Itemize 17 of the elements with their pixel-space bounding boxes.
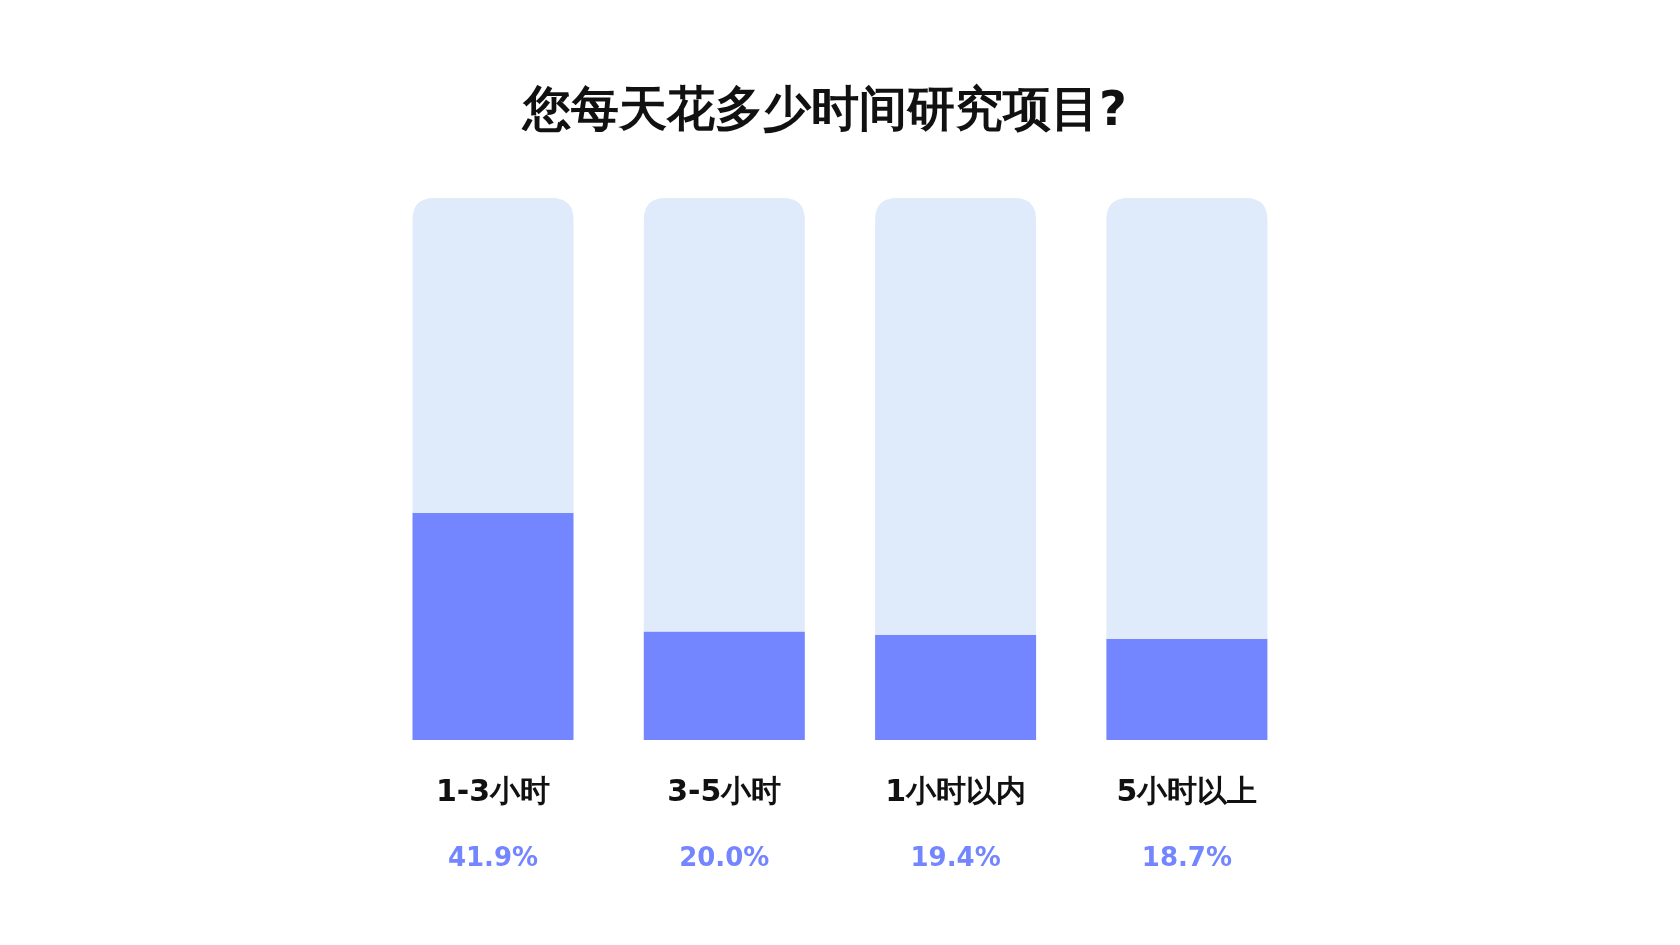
- bar: [643, 631, 805, 740]
- x-tick-label: 1小时以内: [885, 773, 1027, 808]
- bar: [1106, 638, 1268, 740]
- chart-title: 您每天花多少时间研究项目?: [521, 80, 1127, 136]
- data-label: 18.7%: [1141, 842, 1232, 872]
- bar: [643, 198, 805, 632]
- data-label: 20.0%: [679, 842, 770, 872]
- x-tick-label: 5小时以上: [1116, 773, 1258, 808]
- data-label: 41.9%: [447, 842, 539, 872]
- bar: [1106, 198, 1268, 639]
- bar: [875, 634, 1037, 740]
- data-label: 19.4%: [910, 842, 1001, 872]
- bar: [412, 512, 574, 740]
- x-tick-label: 3-5小时: [667, 773, 782, 808]
- x-tick-label: 1-3小时: [435, 773, 551, 808]
- bar: [412, 198, 574, 513]
- bar: [875, 198, 1037, 635]
